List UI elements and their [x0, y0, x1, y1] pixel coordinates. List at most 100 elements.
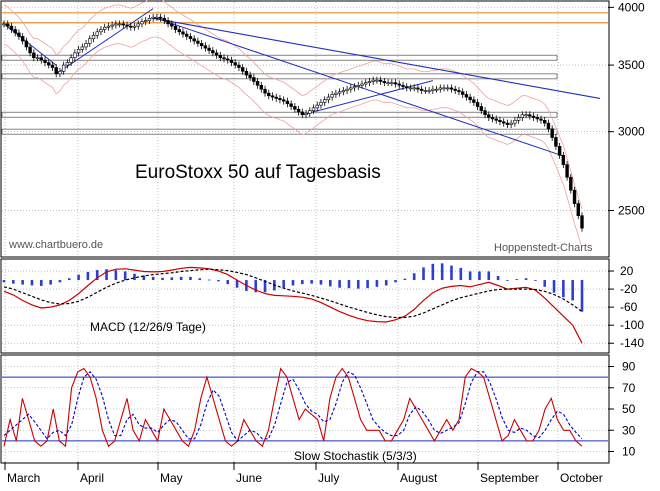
- candle-body: [132, 25, 137, 28]
- macd-hist-bar: [412, 273, 416, 281]
- macd-hist-bar: [534, 280, 537, 281]
- macd-hist-bar: [12, 280, 15, 284]
- candle-body: [252, 77, 256, 82]
- macd-hist-bar: [207, 279, 211, 281]
- candle-body: [304, 113, 308, 116]
- macd-hist-bar: [431, 263, 435, 281]
- price-tick-label: 2500: [618, 203, 645, 217]
- candle-body: [569, 176, 573, 191]
- candle-body: [364, 82, 368, 85]
- stoch-tick-label: 50: [622, 402, 636, 416]
- macd-tick-label: -60: [620, 300, 638, 314]
- candle-body: [416, 87, 420, 90]
- macd-hist-bar: [347, 280, 351, 289]
- macd-hist-bar: [459, 267, 463, 281]
- candle-body: [121, 23, 126, 26]
- macd-hist-bar: [440, 263, 444, 281]
- candle-body: [110, 24, 114, 27]
- month-label: March: [7, 471, 40, 485]
- macd-hist-bar: [319, 280, 323, 285]
- candle-body: [405, 86, 409, 89]
- stoch-tick-label: 70: [622, 381, 636, 395]
- candle-body: [438, 87, 442, 90]
- candle-body: [524, 114, 528, 117]
- candle-body: [13, 29, 17, 34]
- candle-body: [177, 29, 181, 33]
- macd-tick-label: -20: [620, 282, 638, 296]
- month-label: May: [160, 471, 183, 485]
- macd-hist-bar: [235, 280, 239, 288]
- macd-hist-bar: [254, 280, 258, 293]
- macd-hist-bar: [123, 271, 127, 281]
- candle-body: [337, 91, 342, 94]
- price-panel-frame: [0, 0, 610, 258]
- candle-body: [408, 87, 413, 90]
- source-right: Hoppenstedt-Charts: [494, 242, 593, 254]
- candle-body: [218, 55, 222, 59]
- candle-body: [315, 104, 319, 109]
- stoch-tick-label: 10: [622, 445, 636, 459]
- macd-lines: [3, 266, 583, 344]
- candle-body: [311, 107, 316, 111]
- chart-title: EuroStoxx 50 auf Tagesbasis: [135, 162, 381, 183]
- trend-line: [55, 8, 154, 75]
- macd-hist-bar: [552, 280, 556, 293]
- candle-body: [214, 52, 219, 56]
- candle-body: [20, 36, 25, 42]
- candle-body: [412, 87, 416, 90]
- stoch-label: Slow Stochastik (5/3/3): [294, 449, 417, 463]
- candle-body: [535, 117, 539, 120]
- stoch-grid: [2, 366, 608, 452]
- macd-hist-bar: [580, 280, 584, 312]
- candle-body: [199, 43, 204, 47]
- candle-body: [464, 94, 469, 98]
- candle-body: [390, 82, 394, 85]
- macd-series-line: [3, 268, 583, 319]
- stoch-series-line: [3, 367, 583, 448]
- macd-axis: 20 -20 -60 -100 -140: [608, 264, 644, 350]
- candle-body: [393, 82, 398, 85]
- macd-hist-bar: [161, 277, 164, 281]
- candle-body: [54, 67, 58, 75]
- candle-body: [28, 46, 32, 54]
- candle-body: [117, 23, 122, 26]
- candle-body: [170, 23, 174, 27]
- candle-body: [330, 94, 334, 98]
- candle-body: [580, 215, 584, 229]
- month-axis: March April May June July August September Octo…: [4, 462, 603, 485]
- candle-body: [479, 106, 484, 111]
- candle-body: [95, 31, 99, 36]
- candle-body: [449, 87, 454, 90]
- candle-body: [2, 23, 6, 26]
- macd-hist-bar: [515, 279, 519, 281]
- candle-body: [88, 38, 92, 44]
- price-tick-label: 3500: [618, 58, 645, 72]
- candle-body: [65, 62, 70, 66]
- macd-hist-bar: [384, 280, 388, 286]
- candle-body: [125, 24, 129, 27]
- candle-body: [43, 59, 47, 63]
- macd-hist-bar: [338, 280, 341, 288]
- candle-body: [181, 31, 185, 35]
- macd-series-line: [3, 266, 583, 344]
- month-label: August: [400, 471, 438, 485]
- candle-body: [9, 25, 14, 30]
- candle-body: [6, 23, 10, 27]
- candle-body: [472, 99, 476, 103]
- candle-body: [345, 88, 349, 91]
- candle-body: [520, 114, 525, 118]
- candle-body: [326, 96, 331, 101]
- candle-body: [80, 46, 85, 50]
- candle-body: [319, 102, 323, 106]
- candle-body: [158, 16, 163, 19]
- macd-hist-bar: [21, 280, 24, 285]
- candle-body: [289, 103, 293, 107]
- price-tick-label: 3000: [618, 125, 645, 139]
- macd-hist-bar: [142, 275, 146, 281]
- candle-body: [356, 84, 360, 87]
- macd-hist-bar: [105, 269, 108, 281]
- candle-body: [487, 114, 491, 118]
- envelope-upper: [3, 0, 583, 210]
- candle-body: [106, 25, 111, 28]
- macd-hist-bar: [450, 265, 453, 281]
